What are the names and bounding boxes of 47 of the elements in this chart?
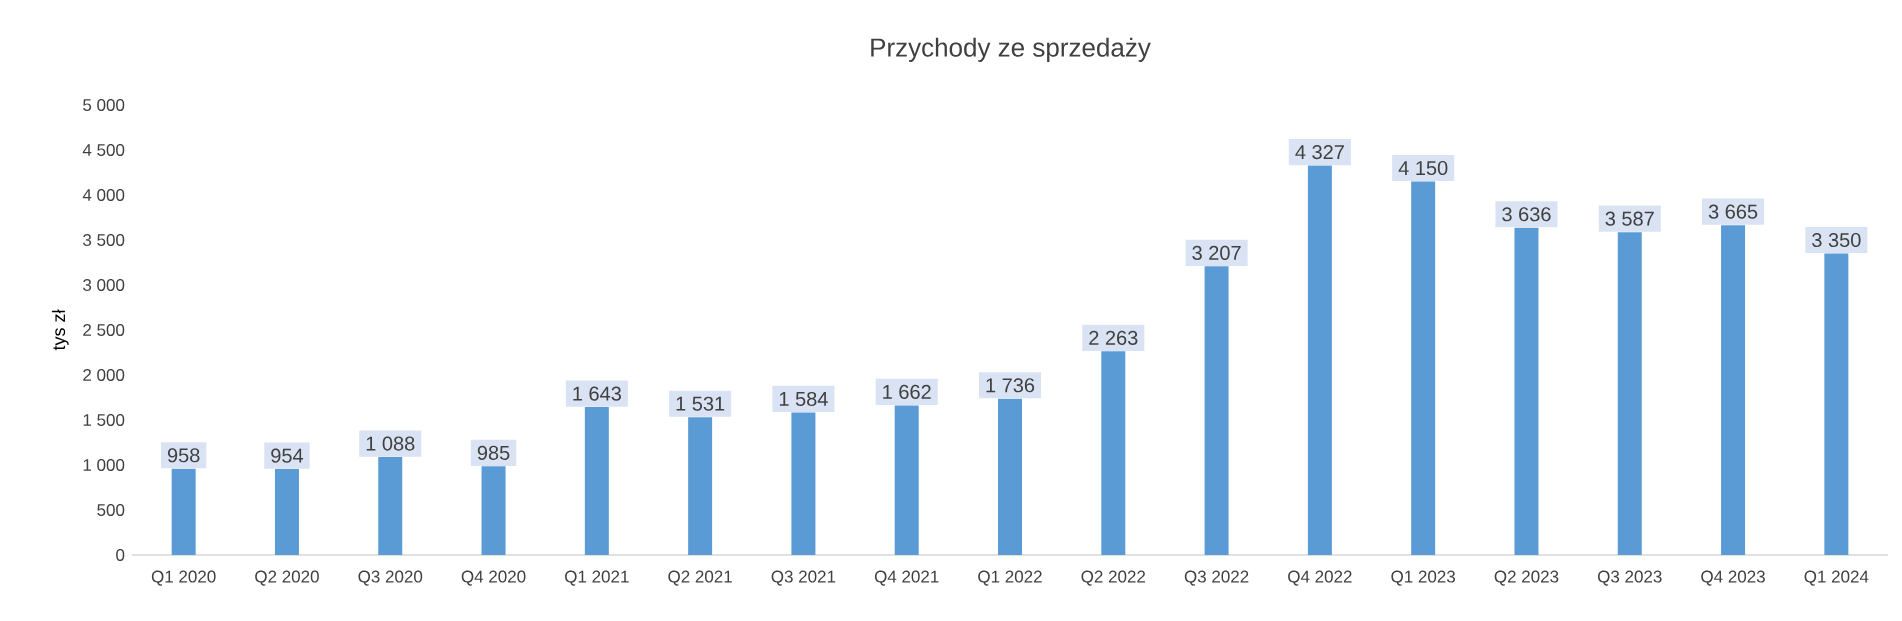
data-label: 2 263: [1089, 330, 1138, 345]
x-tick-label: Q3 2022: [1184, 570, 1249, 586]
data-label: 985: [477, 445, 510, 460]
data-label: 4 327: [1295, 145, 1344, 160]
x-tick-label: Q3 2023: [1597, 570, 1662, 586]
data-label: 954: [271, 448, 304, 463]
data-label: 1 531: [676, 396, 725, 411]
x-tick-label: Q1 2021: [565, 570, 629, 586]
data-label: 3 587: [1605, 211, 1654, 226]
x-tick-label: Q3 2020: [358, 570, 423, 586]
y-tick-label: 500: [97, 503, 125, 516]
x-tick-label: Q2 2023: [1494, 570, 1559, 586]
data-label: 3 665: [1708, 204, 1758, 219]
y-tick-label: 3 000: [83, 278, 125, 291]
y-axis-title: tys zł: [51, 309, 69, 351]
y-tick-label: 4 000: [82, 188, 125, 201]
y-tick-label: 1 000: [83, 458, 125, 471]
y-tick-label: 1 500: [83, 413, 125, 426]
chart-title: Przychody ze sprzedaży: [871, 37, 1151, 62]
y-tick-label: 5 000: [83, 98, 125, 111]
data-label: 1 584: [779, 391, 828, 407]
y-tick-label: 4 500: [82, 143, 125, 156]
y-tick-label: 3 500: [83, 233, 125, 246]
x-tick-label: Q4 2023: [1701, 570, 1765, 586]
y-tick-label: 2 500: [83, 323, 125, 336]
data-label: 958: [167, 448, 200, 463]
x-tick-label: Q1 2022: [978, 570, 1042, 586]
data-label: 1 643: [573, 386, 621, 401]
x-tick-label: Q2 2020: [255, 570, 319, 586]
data-label: 3 636: [1502, 207, 1551, 222]
data-label: 1 662: [883, 384, 931, 399]
data-label: 1 088: [366, 436, 415, 451]
data-label: 3 350: [1812, 232, 1861, 248]
x-tick-label: Q4 2020: [461, 570, 526, 586]
x-tick-label: Q2 2022: [1081, 570, 1146, 586]
y-tick-label: 0: [116, 548, 125, 561]
x-tick-label: Q2 2021: [668, 570, 732, 586]
data-label: 1 736: [986, 378, 1035, 393]
y-tick-label: 2 000: [83, 368, 125, 381]
x-tick-label: Q4 2021: [874, 570, 939, 586]
x-tick-label: Q3 2021: [771, 570, 836, 586]
x-tick-label: Q1 2020: [151, 570, 216, 586]
x-tick-label: Q4 2022: [1288, 570, 1352, 586]
data-label: 3 207: [1192, 245, 1241, 260]
data-label: 4 150: [1398, 160, 1448, 176]
x-tick-label: Q1 2024: [1804, 570, 1869, 586]
x-tick-label: Q1 2023: [1391, 570, 1456, 586]
